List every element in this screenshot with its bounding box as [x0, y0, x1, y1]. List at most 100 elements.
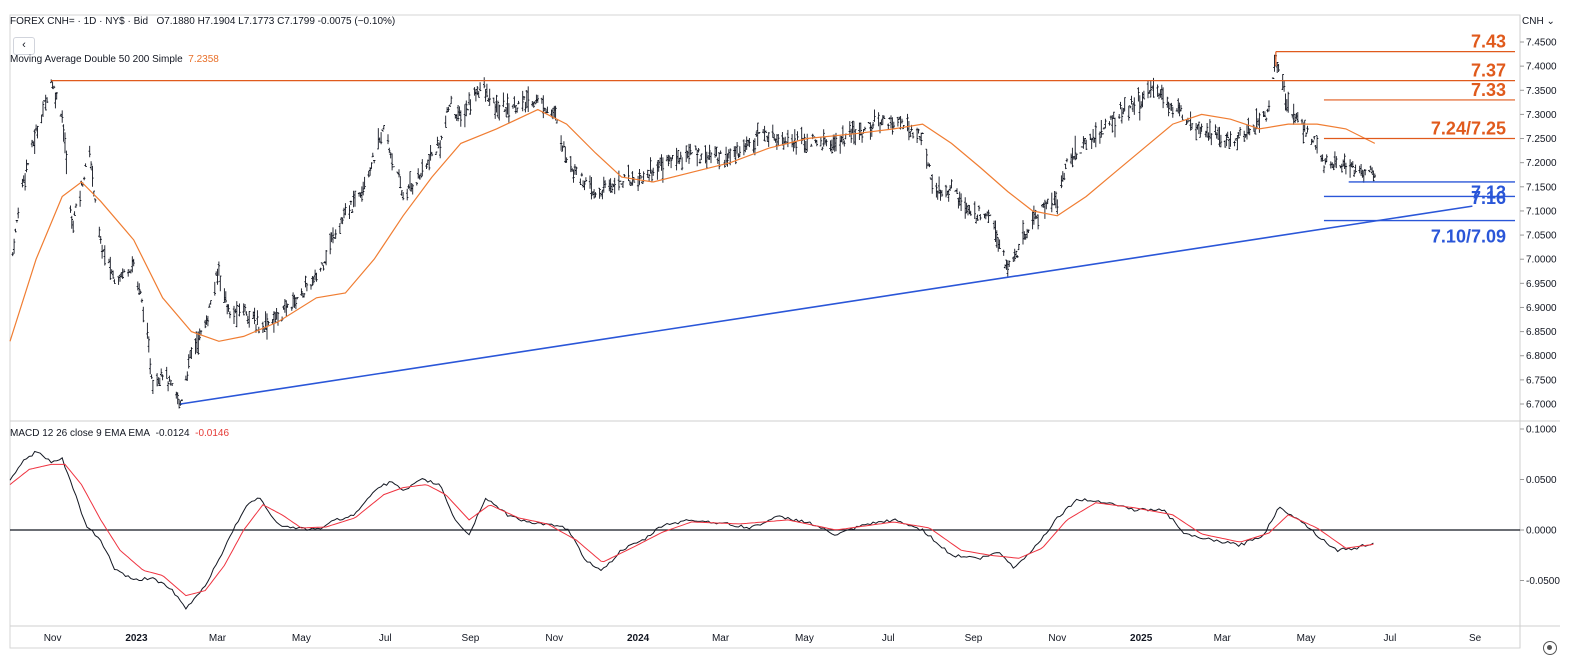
price-bar	[61, 110, 64, 123]
price-bar	[70, 215, 73, 229]
price-bar	[1045, 202, 1048, 210]
price-bar	[921, 132, 924, 135]
price-bar	[988, 214, 992, 217]
price-bar	[132, 258, 135, 267]
price-bar	[1216, 127, 1220, 140]
price-bar	[1322, 165, 1326, 174]
price-bar	[33, 129, 36, 154]
price-bar	[113, 279, 116, 284]
price-bar	[329, 233, 332, 255]
price-tick-label: 7.1000	[1526, 206, 1557, 217]
price-bar	[407, 184, 410, 189]
price-bar	[1291, 114, 1294, 118]
price-bar	[535, 94, 538, 104]
price-bar	[775, 134, 779, 150]
price-bar	[1303, 119, 1306, 132]
price-bar	[1168, 103, 1172, 110]
price-bar	[590, 177, 593, 200]
price-bar	[1364, 169, 1367, 176]
price-bar	[1255, 108, 1258, 130]
price-bar	[1123, 97, 1126, 112]
price-bar	[370, 162, 373, 169]
price-bar	[151, 379, 155, 394]
price-bar	[59, 113, 63, 117]
settings-icon[interactable]	[1543, 641, 1557, 655]
price-bar	[1127, 105, 1130, 121]
price-bar	[408, 171, 412, 191]
price-bar	[733, 146, 736, 158]
price-bar	[227, 304, 230, 312]
price-bar	[928, 163, 931, 168]
price-bar	[341, 217, 344, 225]
price-bar	[348, 205, 351, 219]
price-bar	[793, 129, 796, 149]
price-bar	[889, 115, 893, 129]
price-bar	[716, 157, 719, 164]
price-bar	[603, 180, 607, 188]
price-bar	[671, 154, 674, 160]
price-bar	[1156, 84, 1159, 97]
price-bar	[466, 108, 469, 111]
price-bar	[915, 127, 919, 143]
price-bar	[909, 130, 912, 138]
time-tick-label: Mar	[712, 633, 730, 644]
price-bar	[235, 301, 238, 328]
price-bar	[983, 213, 986, 219]
price-bar	[920, 132, 923, 146]
price-bar	[1362, 170, 1365, 183]
price-bar	[973, 201, 976, 219]
price-bar	[1368, 169, 1371, 173]
price-bar	[843, 140, 846, 147]
price-bar	[1215, 132, 1218, 139]
price-bar	[434, 151, 438, 156]
resistance-label: 7.33	[1471, 80, 1506, 100]
time-tick-label: 2023	[125, 633, 148, 644]
price-bar	[887, 123, 890, 130]
price-bar	[138, 283, 141, 295]
price-bar	[440, 135, 443, 140]
price-bar	[271, 319, 274, 324]
price-tick-label: 6.9000	[1526, 303, 1557, 314]
price-bar	[822, 129, 825, 147]
price-bar	[127, 269, 130, 277]
price-bar	[1370, 167, 1374, 175]
support-label: 7.16	[1471, 188, 1506, 208]
price-bar	[621, 181, 625, 188]
macd-tick-label: -0.0500	[1526, 576, 1560, 587]
price-bar	[456, 105, 460, 122]
price-bar	[63, 132, 67, 154]
price-bar	[1035, 215, 1038, 219]
price-bar	[1372, 170, 1375, 182]
time-tick-label: 2024	[627, 633, 650, 644]
currency-selector[interactable]: CNH ⌄	[1522, 16, 1555, 27]
ma-legend[interactable]: Moving Average Double 50 200 Simple 7.23…	[10, 54, 219, 65]
collapse-button[interactable]: ‹	[13, 37, 35, 55]
price-bar	[117, 276, 120, 285]
price-bar	[1313, 135, 1316, 140]
ma-label: Moving Average Double 50 200 Simple	[10, 54, 183, 65]
price-bar	[158, 377, 161, 386]
price-bar	[580, 172, 583, 177]
price-bar	[1112, 111, 1115, 119]
price-bar	[197, 331, 200, 355]
price-bar	[742, 139, 746, 156]
price-bar	[344, 203, 347, 216]
price-bar	[1223, 140, 1227, 148]
price-bar	[371, 152, 374, 158]
price-bar	[1284, 93, 1287, 111]
price-bar	[17, 207, 20, 219]
price-bar	[1214, 124, 1217, 135]
symbol-header: FOREX CNH= · 1D · NY$ · Bid O7.1880 H7.1…	[10, 16, 395, 27]
price-bar	[359, 192, 362, 198]
price-bar	[1063, 172, 1066, 181]
price-bar	[544, 108, 548, 114]
price-bar	[1119, 101, 1122, 110]
macd-legend[interactable]: MACD 12 26 close 9 EMA EMA -0.0124 -0.01…	[10, 428, 229, 439]
price-bar	[458, 106, 461, 116]
price-bar	[302, 293, 306, 298]
price-bar	[639, 174, 643, 179]
price-bar	[1190, 123, 1194, 130]
price-bar	[309, 284, 313, 290]
price-bar	[417, 168, 420, 179]
